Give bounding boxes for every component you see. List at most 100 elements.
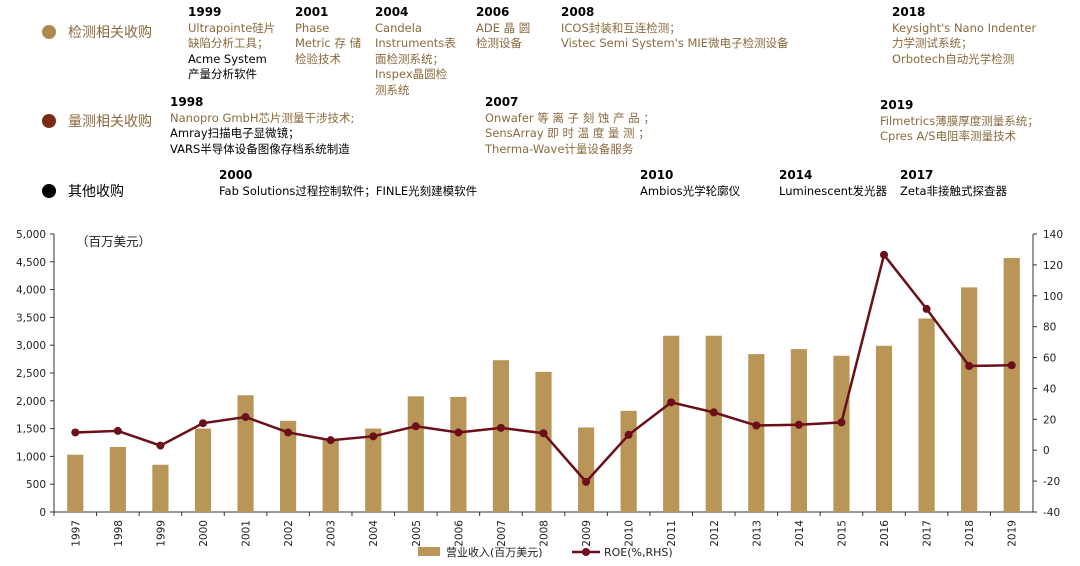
- x-tick-label: 2017: [922, 520, 934, 547]
- legend-roe-marker: [582, 548, 590, 556]
- x-tick-label: 2005: [411, 520, 423, 547]
- inspection-dot-icon: [42, 25, 56, 39]
- event-text: VARS半导体设备图像存档系统制造: [170, 141, 350, 156]
- roe-point: [922, 304, 931, 313]
- event-2014: 2014 Luminescent发光器: [779, 168, 887, 199]
- event-text: 缺陷分析工具；: [188, 36, 269, 50]
- x-tick-label: 2013: [751, 520, 763, 547]
- revenue-bar: [194, 428, 212, 512]
- x-tick-label: 2000: [198, 520, 210, 547]
- event-year: 2001: [295, 5, 329, 19]
- roe-point: [880, 250, 889, 259]
- roe-point: [198, 419, 207, 428]
- y-right-tick-label: 60: [1043, 353, 1056, 365]
- x-tick-label: 2015: [836, 520, 848, 547]
- x-tick-label: 2010: [624, 520, 636, 547]
- event-text: 力学测试系统；: [892, 36, 973, 50]
- event-year: 2000: [219, 168, 253, 182]
- event-2001: 2001 Phase Metric 存 储 检验技术: [295, 5, 361, 67]
- roe-point: [454, 428, 463, 437]
- x-tick-label: 2018: [964, 520, 976, 547]
- event-1999: 1999 Ultrapointe硅片 缺陷分析工具； Acme System 产…: [188, 5, 275, 83]
- event-year: 2019: [880, 98, 914, 112]
- event-text: Onwafer 等 离 子 刻 蚀 产 品 ；: [485, 110, 655, 125]
- event-year: 2010: [640, 168, 674, 182]
- x-tick-label: 2007: [496, 520, 508, 547]
- event-year: 2014: [779, 168, 813, 182]
- legend-revenue-swatch: [418, 547, 440, 556]
- event-text: Filmetrics薄膜厚度测量系统；: [880, 113, 1039, 128]
- roe-point: [1007, 361, 1016, 370]
- revenue-bar: [620, 410, 637, 512]
- event-text: Inspex晶圆检: [375, 67, 448, 81]
- roe-point: [369, 432, 378, 441]
- x-tick-label: 2019: [1007, 520, 1019, 547]
- y-unit-label: （百万美元）: [76, 234, 151, 249]
- y-right-tick-label: 100: [1043, 291, 1063, 303]
- y-right-tick-label: 140: [1043, 229, 1063, 241]
- event-text: Ambios光学轮廓仪: [640, 183, 741, 198]
- revenue-bar: [407, 396, 424, 512]
- event-year: 2018: [892, 5, 926, 19]
- y-left-tick-label: 3,000: [16, 340, 46, 352]
- roe-point: [965, 362, 974, 371]
- roe-point: [582, 477, 591, 486]
- event-year: 1999: [188, 5, 222, 19]
- event-2006: 2006 ADE 晶 圆 检测设备: [476, 5, 530, 52]
- roe-point: [156, 441, 165, 450]
- event-text: 测系统: [375, 82, 410, 97]
- event-year: 2017: [900, 168, 934, 182]
- revenue-bar: [1003, 257, 1020, 512]
- y-right-tick-label: -20: [1043, 476, 1060, 488]
- event-2000: 2000 Fab Solutions过程控制软件；FINLE光刻建模软件: [219, 168, 477, 199]
- revenue-bar: [918, 318, 935, 512]
- roe-point: [709, 408, 718, 417]
- event-text: 检验技术: [295, 51, 341, 66]
- y-left-tick-label: 500: [26, 479, 46, 491]
- y-left-tick-label: 2,500: [16, 368, 46, 380]
- event-text: Cpres A/S电阻率测量技术: [880, 129, 1017, 143]
- revenue-bar: [109, 446, 126, 512]
- event-text: Orbotech自动光学检测: [892, 51, 1015, 66]
- event-2004: 2004 Candela Instruments表 面检测系统； Inspex晶…: [375, 5, 456, 98]
- x-tick-label: 2012: [709, 520, 721, 547]
- x-tick-label: 2009: [581, 520, 593, 547]
- event-text: SensArray 即 时 温 度 量 测 ；: [485, 126, 650, 140]
- legend-other-label: 其他收购: [68, 184, 124, 200]
- x-tick-label: 1999: [155, 520, 167, 547]
- revenue-roe-chart: 0 500 1,000 1,500 2,000 2,500 3,000 3,500 4,000 4…: [16, 229, 1063, 559]
- event-1998: 1998 Nanopro GmbH芯片测量干涉技术; Amray扫描电子显微镜；…: [170, 95, 354, 157]
- revenue-bar: [748, 354, 765, 512]
- event-text: 产量分析软件: [188, 67, 257, 81]
- revenue-bar: [875, 345, 893, 512]
- revenue-bar: [663, 335, 680, 512]
- event-text: 面检测系统；: [375, 51, 444, 66]
- legend-metrology-label: 量测相关收购: [68, 114, 152, 130]
- y-right-tick-label: 0: [1043, 445, 1050, 457]
- y-right-tick-label: 20: [1043, 414, 1056, 426]
- revenue-bar: [833, 355, 850, 512]
- event-text: Amray扫描电子显微镜；: [170, 126, 300, 140]
- roe-point: [539, 429, 548, 438]
- revenue-bar: [790, 349, 807, 512]
- event-text: Phase: [295, 20, 330, 35]
- y-left-tick-label: 1,000: [16, 451, 46, 463]
- event-text: Candela: [375, 20, 422, 35]
- event-2010: 2010 Ambios光学轮廓仪: [640, 168, 740, 199]
- roe-point: [411, 422, 420, 431]
- x-tick-label: 2011: [666, 520, 678, 547]
- legend-revenue-label: 营业收入(百万美元): [446, 545, 543, 559]
- x-tick-label: 1997: [70, 520, 82, 547]
- revenue-bar: [577, 427, 595, 512]
- roe-point: [113, 426, 122, 435]
- y-right-tick-label: 120: [1043, 260, 1063, 272]
- x-tick-label: 2006: [453, 520, 465, 547]
- event-text: Luminescent发光器: [779, 183, 887, 198]
- y-right-tick-label: 80: [1043, 322, 1056, 334]
- roe-point: [241, 413, 250, 422]
- roe-point: [752, 421, 761, 430]
- event-text: Vistec Semi System's MIE微电子检测设备: [561, 36, 789, 50]
- y-left-tick-label: 3,500: [16, 312, 46, 324]
- event-text: Keysight's Nano Indenter: [892, 20, 1037, 35]
- x-tick-label: 2002: [283, 520, 295, 547]
